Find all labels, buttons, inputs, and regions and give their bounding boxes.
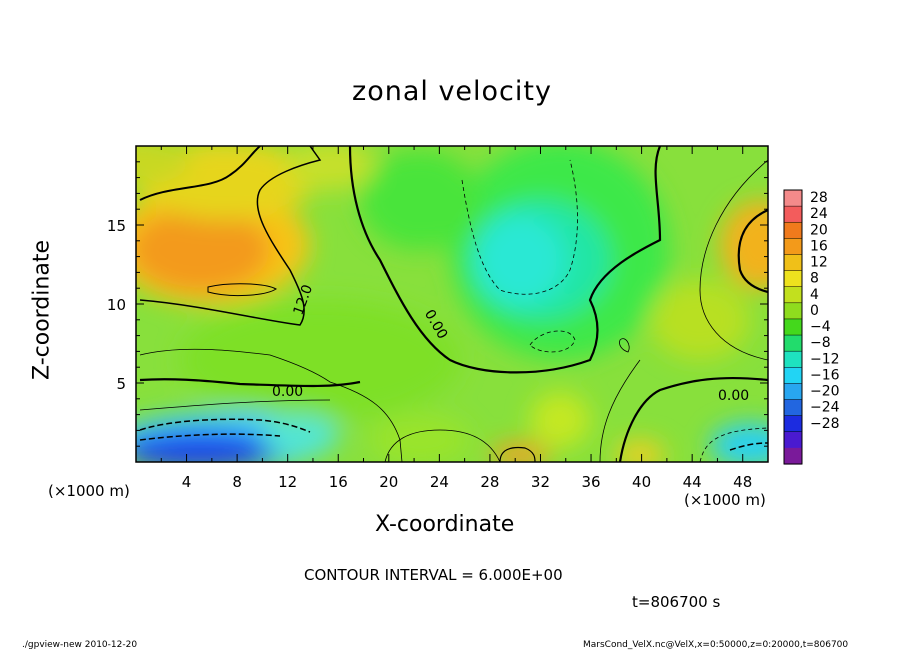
contour-label: 0.00	[272, 384, 303, 400]
colorbar-label: 24	[810, 206, 828, 222]
colorbar-swatch	[784, 335, 802, 352]
y-axis-title: Z-coordinate	[29, 240, 55, 380]
colorbar-label: 4	[810, 287, 819, 303]
footer-source: MarsCond_VelX.nc@VelX,x=0:50000,z=0:2000…	[583, 640, 849, 650]
colorbar-swatch	[784, 447, 802, 465]
x-tick-label: 32	[531, 473, 550, 491]
colorbar-label: 12	[810, 255, 828, 271]
x-tick-label: 4	[182, 473, 192, 491]
colorbar-label: −12	[810, 351, 840, 367]
colorbar-swatch	[784, 351, 802, 368]
colorbar-swatch	[784, 431, 802, 449]
colorbar-swatch	[784, 367, 802, 385]
colorbar-swatch	[784, 270, 802, 288]
colorbar-label: 8	[810, 271, 819, 287]
colorbar-swatch	[784, 415, 802, 433]
x-tick-label: 44	[683, 473, 702, 491]
y-tick-label: 15	[107, 217, 126, 235]
x-tick-label: 20	[379, 473, 398, 491]
x-tick-label: 40	[632, 473, 651, 491]
colorbar-swatch	[784, 383, 802, 401]
x-tick-label: 24	[430, 473, 449, 491]
colorbar-label: 16	[810, 238, 828, 254]
colorbar-swatch	[784, 399, 802, 417]
colorbar-label: −20	[810, 384, 840, 400]
y-axis-unit: (×1000 m)	[48, 482, 130, 500]
y-axis-ticks: 5 10 15	[107, 161, 768, 447]
footer-program: ./gpview-new 2010-12-20	[22, 640, 138, 650]
colorbar-label: −16	[810, 367, 840, 383]
contour-label: 0.00	[718, 388, 749, 404]
chart-title: zonal velocity	[352, 76, 552, 107]
colorbar-label: −28	[810, 416, 840, 432]
x-tick-label: 8	[232, 473, 242, 491]
colorbar-frame	[783, 189, 803, 465]
x-axis-ticks: 4 8 12 16 20 24 28 32 36 40 44 48	[160, 146, 752, 491]
y-tick-label: 10	[107, 296, 126, 314]
x-axis-unit: (×1000 m)	[684, 491, 766, 509]
colorbar-label: 20	[810, 222, 828, 238]
x-tick-label: 12	[278, 473, 297, 491]
colorbar-label: −8	[810, 335, 831, 351]
x-tick-label: 48	[733, 473, 752, 491]
colorbar-swatch	[784, 302, 802, 320]
y-tick-label: 5	[116, 375, 126, 393]
x-tick-label: 16	[329, 473, 348, 491]
velocity-field	[136, 146, 768, 462]
contour-interval-note: CONTOUR INTERVAL = 6.000E+00	[304, 566, 563, 584]
colorbar-swatch	[784, 254, 802, 272]
colorbar-label: −24	[810, 400, 840, 416]
colorbar-swatch	[784, 238, 802, 256]
colorbar-label: 0	[810, 303, 819, 319]
colorbar-swatch	[784, 190, 802, 207]
time-stamp: t=806700 s	[632, 593, 721, 611]
x-tick-label: 36	[581, 473, 600, 491]
colorbar-swatch	[784, 318, 802, 336]
colorbar-swatch	[784, 222, 802, 239]
x-axis-title: X-coordinate	[375, 512, 515, 537]
colorbar-label: 28	[810, 190, 828, 206]
colorbar-label: −4	[810, 319, 831, 335]
colorbar-swatch	[784, 286, 802, 304]
colorbar-swatch	[784, 206, 802, 223]
x-tick-label: 28	[480, 473, 499, 491]
